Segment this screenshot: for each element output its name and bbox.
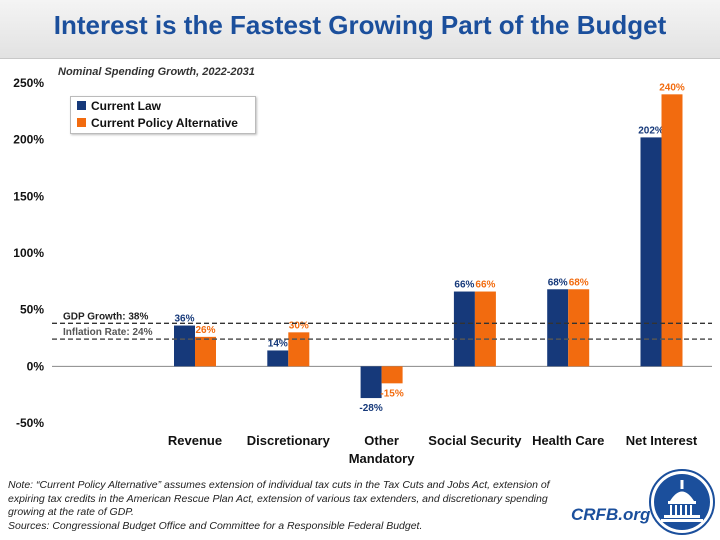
bar-current-law [360, 366, 382, 399]
bar-chart: -50% 0% 50% 100% 150% 200% 250% 36% 14% -28% 66% 68… [13, 76, 712, 466]
bar-current-policy [288, 332, 310, 367]
brand-link[interactable]: CRFB.org [571, 505, 651, 524]
data-label: 66% [454, 280, 474, 291]
legend: Current Law Current Policy Alternative [70, 96, 256, 134]
data-label: -28% [359, 403, 382, 414]
bar-current-policy [381, 366, 403, 384]
data-label: 14% [268, 338, 288, 349]
bar-current-policy [568, 289, 590, 367]
footnote-sources: Sources: Congressional Budget Office and… [8, 519, 423, 532]
x-tick-label: Mandatory [349, 451, 416, 466]
bar-current-policy [474, 291, 496, 367]
x-tick-label: Net Interest [626, 433, 698, 448]
y-tick-label: 100% [13, 246, 44, 260]
reference-line-label: GDP Growth: 38% [63, 311, 148, 322]
x-tick-label: Revenue [168, 433, 222, 448]
x-tick-label: Social Security [428, 433, 522, 448]
data-label: -15% [380, 388, 403, 399]
capitol-dome-icon [649, 469, 715, 535]
legend-item-current-policy: Current Policy Alternative [71, 114, 255, 131]
legend-swatch-current-law [77, 101, 86, 110]
chart-title: Interest is the Fastest Growing Part of … [53, 10, 667, 40]
y-tick-label: 250% [13, 76, 44, 90]
legend-swatch-current-policy [77, 118, 86, 127]
bar-current-law [174, 325, 195, 367]
footnote: Note: “Current Policy Alternative” assum… [8, 479, 576, 533]
data-label: 240% [659, 82, 685, 93]
data-label: 26% [195, 325, 215, 336]
y-tick-label: 0% [27, 359, 45, 373]
data-label: 68% [548, 277, 568, 288]
footnote-note: Note: “Current Policy Alternative” assum… [8, 479, 550, 518]
x-tick-label: Other [364, 433, 399, 448]
legend-label-current-law: Current Law [91, 98, 162, 113]
bar-current-policy [661, 94, 683, 367]
x-tick-label: Discretionary [247, 433, 331, 448]
legend-label-current-policy: Current Policy Alternative [91, 115, 238, 130]
data-label: 30% [289, 320, 309, 331]
bar-current-law [640, 137, 662, 367]
bar-current-policy [195, 336, 216, 367]
x-tick-label: Health Care [532, 433, 604, 448]
y-tick-label: 150% [13, 189, 44, 203]
chart-subtitle: Nominal Spending Growth, 2022-2031 [58, 66, 255, 78]
data-label: 36% [174, 314, 194, 325]
data-label: 66% [475, 280, 495, 291]
data-label: 202% [638, 125, 664, 136]
reference-line-label: Inflation Rate: 24% [63, 327, 153, 338]
data-label: 68% [569, 277, 589, 288]
legend-item-current-law: Current Law [71, 97, 255, 114]
y-tick-label: 50% [20, 303, 44, 317]
title-banner [0, 0, 720, 59]
y-tick-label: -50% [16, 416, 44, 430]
bar-current-law [453, 291, 475, 367]
bar-current-law [547, 289, 569, 367]
y-tick-label: 200% [13, 133, 44, 147]
bar-current-law [267, 350, 289, 367]
